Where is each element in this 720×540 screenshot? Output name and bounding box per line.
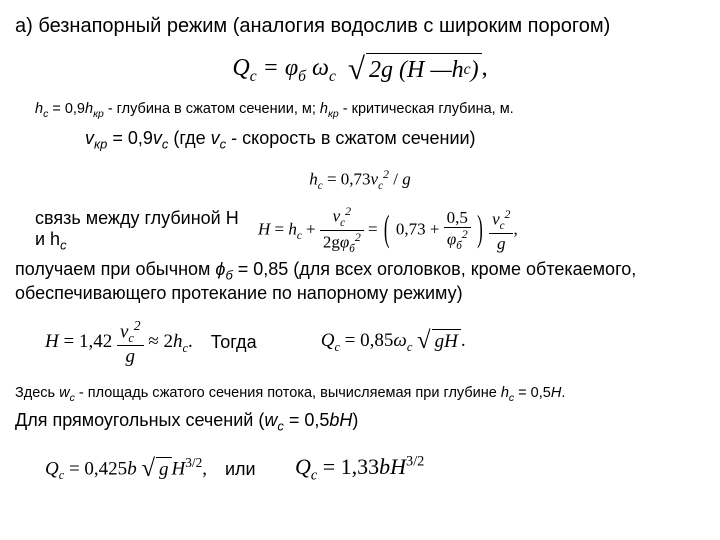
togda-label: Тогда	[193, 333, 271, 352]
wc-definition: Здесь wс - площадь сжатого сечения поток…	[15, 384, 705, 405]
formula-H: H = hc + vc2 2gφб2 = ( 0,73 + 0,5 φб2 ) …	[258, 206, 518, 255]
relation-row: связь между глубиной H и hс H = hc + vc2…	[15, 206, 705, 255]
rect-section: Для прямоугольных сечений (wс = 0,5bH)	[15, 409, 705, 435]
formula-qc-main: Qc = φб ωc √ 2g (H —hc) ,	[15, 53, 705, 86]
row-h142-qc085: H = 1,42 vc2 g ≈ 2hc. Тогда Qc = 0,85ωc …	[15, 319, 705, 366]
formula-qc0425: Qc = 0,425b √gH3/2,	[15, 455, 207, 484]
row-final: Qc = 0,425b √gH3/2, или Qc = 1,33bH3/2	[15, 453, 705, 485]
ili-label: или	[207, 460, 265, 479]
formula-qc085: Qc = 0,85ωc √gH.	[271, 329, 466, 355]
formula-hc: hc = 0,73vc2 / g	[15, 167, 705, 194]
phi-paragraph: получаем при обычном ϕб = 0,85 (для всех…	[15, 259, 705, 305]
relation-label: связь между глубиной H и hс	[15, 208, 240, 253]
formula-h142: H = 1,42 vc2 g ≈ 2hc.	[15, 319, 193, 366]
formula-qc133: Qc = 1,33bH3/2	[265, 453, 424, 485]
sym-Q: Q	[232, 55, 249, 81]
vkr-definition: vкр = 0,9vс (где vс - скорость в сжатом …	[15, 127, 705, 153]
hc-definition: hс = 0,9hкр - глубина в сжатом сечении, …	[15, 100, 705, 121]
section-title: а) безнапорный режим (аналогия водослив …	[15, 14, 705, 39]
